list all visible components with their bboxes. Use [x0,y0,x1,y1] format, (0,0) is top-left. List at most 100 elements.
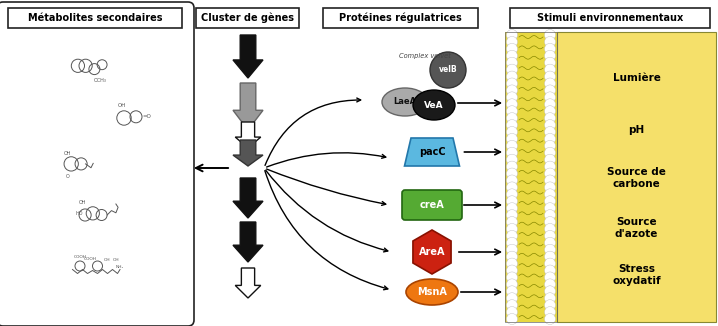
Circle shape [506,57,518,68]
Circle shape [544,106,556,117]
Text: creA: creA [419,200,444,210]
Text: VeA: VeA [424,100,444,110]
Circle shape [544,147,556,158]
Circle shape [506,272,518,283]
Polygon shape [233,35,263,78]
Circle shape [506,279,518,290]
Circle shape [544,126,556,138]
Circle shape [544,293,556,304]
Circle shape [506,223,518,234]
Circle shape [506,203,518,214]
FancyBboxPatch shape [323,8,478,28]
Ellipse shape [382,88,428,116]
Text: OH: OH [118,103,126,109]
Text: =O: =O [142,114,151,119]
Text: O: O [66,174,70,179]
Circle shape [506,154,518,165]
Circle shape [544,92,556,103]
Circle shape [506,182,518,193]
Text: Cluster de gènes: Cluster de gènes [201,13,294,23]
Circle shape [506,265,518,276]
Circle shape [506,216,518,228]
Circle shape [544,286,556,297]
Circle shape [544,140,556,151]
Text: COOH: COOH [73,255,86,259]
Polygon shape [233,178,263,218]
Circle shape [506,210,518,221]
Circle shape [544,216,556,228]
Text: Stress
oxydatif: Stress oxydatif [612,264,661,286]
Circle shape [506,140,518,151]
Text: Source
d'azote: Source d'azote [615,217,658,239]
Text: Métabolites secondaires: Métabolites secondaires [28,13,162,23]
Circle shape [506,161,518,172]
Bar [505,32,557,322]
Circle shape [506,286,518,297]
Circle shape [506,78,518,89]
FancyArrowPatch shape [265,170,388,290]
Text: LaeA: LaeA [393,97,416,107]
Circle shape [506,258,518,269]
Circle shape [506,106,518,117]
Polygon shape [236,268,261,298]
FancyArrowPatch shape [265,98,360,165]
FancyBboxPatch shape [510,8,710,28]
FancyBboxPatch shape [402,190,462,220]
Circle shape [544,251,556,262]
Text: Stimuli environnementaux: Stimuli environnementaux [537,13,683,23]
Circle shape [544,168,556,179]
Circle shape [544,50,556,61]
Text: Protéines régulatrices: Protéines régulatrices [339,13,462,23]
Circle shape [544,112,556,124]
Circle shape [506,71,518,82]
Circle shape [544,64,556,75]
Circle shape [544,314,556,324]
FancyBboxPatch shape [0,2,194,326]
FancyBboxPatch shape [8,8,182,28]
Circle shape [544,57,556,68]
Circle shape [506,50,518,61]
Circle shape [506,168,518,179]
Circle shape [544,154,556,165]
Polygon shape [233,140,263,166]
Text: NH₂: NH₂ [116,265,124,270]
Circle shape [544,196,556,207]
Text: pacC: pacC [419,147,445,157]
Circle shape [506,306,518,318]
Circle shape [544,161,556,172]
Circle shape [506,175,518,186]
Circle shape [506,43,518,54]
FancyArrowPatch shape [266,169,386,205]
Text: OH: OH [79,200,87,205]
Bar [557,32,716,322]
Circle shape [506,237,518,248]
Circle shape [544,43,556,54]
Circle shape [506,37,518,47]
Text: MsnA: MsnA [417,287,447,297]
Circle shape [430,52,466,88]
Text: Source de
carbone: Source de carbone [607,167,666,189]
Bar [518,32,544,322]
FancyBboxPatch shape [196,8,299,28]
Polygon shape [233,222,263,262]
Text: HO: HO [76,211,83,216]
Circle shape [506,230,518,241]
Circle shape [506,120,518,130]
Circle shape [506,133,518,144]
Circle shape [544,189,556,200]
FancyArrowPatch shape [266,170,388,252]
Circle shape [544,120,556,130]
Circle shape [544,306,556,318]
Text: velB: velB [439,66,457,75]
Circle shape [544,99,556,110]
Text: pH: pH [628,125,645,135]
Circle shape [544,71,556,82]
Circle shape [544,300,556,311]
Text: OH: OH [104,258,111,262]
Circle shape [506,64,518,75]
Circle shape [506,300,518,311]
Circle shape [544,203,556,214]
Circle shape [506,196,518,207]
Circle shape [544,133,556,144]
Circle shape [544,244,556,255]
